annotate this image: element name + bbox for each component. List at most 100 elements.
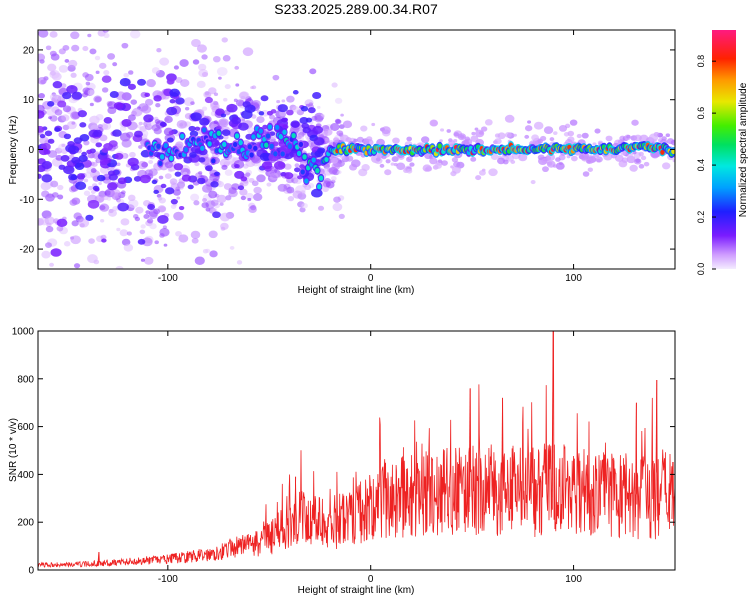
noise-blob-strong [190, 146, 201, 154]
band-halo [392, 137, 400, 144]
noise-blob-strong [108, 173, 118, 181]
noise-blob [207, 177, 214, 183]
noise-blob [248, 205, 257, 214]
noise-blob [216, 66, 228, 76]
band-halo [513, 133, 517, 137]
band-halo [328, 166, 338, 175]
band-halo [490, 153, 499, 160]
noise-blob [122, 314, 129, 320]
noise-blob-strong [240, 176, 248, 182]
band-halo [506, 155, 515, 162]
noise-blob [85, 81, 91, 86]
band-halo [353, 138, 358, 143]
band-halo [643, 161, 650, 167]
snr-y-tick-label: 1000 [12, 327, 35, 338]
band-halo [566, 155, 571, 159]
noise-blob [50, 180, 59, 188]
ridge-core [216, 130, 221, 136]
noise-blob [62, 105, 72, 113]
noise-blob [141, 161, 149, 168]
noise-blob [102, 279, 109, 285]
noise-blob-strong [62, 91, 72, 100]
noise-blob [222, 55, 231, 62]
noise-blob-strong [301, 122, 310, 129]
noise-blob [99, 203, 110, 212]
noise-blob-strong [178, 205, 185, 211]
noise-blob [138, 145, 143, 149]
ridge-core [302, 154, 307, 160]
band-halo [385, 159, 391, 164]
noise-blob-strong [242, 101, 251, 108]
noise-blob [316, 105, 321, 109]
band-halo [430, 119, 438, 127]
noise-blob [101, 123, 109, 130]
noise-blob-strong [214, 171, 220, 177]
band-halo [338, 164, 343, 168]
noise-blob [305, 103, 310, 107]
band-halo [371, 122, 376, 127]
noise-blob [155, 103, 161, 108]
ridge-core [282, 129, 287, 135]
band-halo [530, 180, 536, 185]
noise-blob [54, 109, 63, 116]
noise-blob [212, 208, 218, 213]
noise-blob [87, 33, 92, 38]
noise-blob [66, 121, 77, 130]
noise-blob [287, 196, 295, 202]
noise-blob-strong [41, 161, 53, 170]
noise-blob-strong [188, 125, 196, 132]
noise-blob-strong [79, 133, 90, 142]
snr-peak [551, 331, 554, 510]
figure-title: S233.2025.289.00.34.R07 [274, 1, 438, 17]
band-halo [635, 158, 641, 163]
noise-blob-strong [284, 172, 294, 180]
band-halo [474, 127, 479, 131]
noise-blob [201, 202, 209, 209]
noise-blob [48, 116, 52, 120]
noise-blob [229, 245, 235, 250]
noise-blob-strong [74, 162, 85, 171]
band-halo [553, 131, 558, 135]
noise-blob [98, 181, 102, 186]
snr-y-tick-label: 400 [17, 470, 34, 481]
noise-blob [319, 134, 325, 138]
ridge-core [316, 184, 322, 190]
noise-blob [221, 164, 228, 170]
ridge-core [274, 124, 280, 131]
band-halo [421, 136, 430, 144]
noise-blob [233, 98, 238, 102]
band-halo [475, 129, 485, 138]
noise-blob-strong [77, 110, 87, 118]
band-halo [342, 120, 353, 129]
noise-blob [99, 11, 103, 15]
ridge-core [163, 142, 169, 149]
noise-blob [123, 243, 134, 252]
band-halo [448, 140, 456, 147]
noise-blob [154, 119, 161, 124]
band-halo [555, 157, 561, 162]
noise-blob [149, 223, 157, 230]
band-halo [639, 134, 649, 143]
noise-blob [106, 197, 112, 201]
noise-blob [47, 63, 57, 72]
noise-blob [83, 140, 90, 146]
noise-blob [130, 99, 138, 105]
noise-blob [194, 256, 205, 265]
noise-blob [331, 82, 338, 88]
noise-blob-strong [317, 147, 326, 154]
noise-blob-strong [294, 167, 301, 173]
noise-blob [190, 101, 195, 106]
noise-blob [123, 72, 129, 78]
band-halo [524, 125, 533, 132]
noise-blob [190, 193, 200, 202]
noise-blob-strong [286, 109, 294, 116]
noise-blob [245, 192, 254, 200]
noise-blob-strong [151, 179, 158, 185]
noise-blob [72, 26, 76, 30]
noise-blob [45, 45, 52, 51]
noise-blob [41, 310, 48, 316]
noise-blob [41, 250, 51, 259]
band-halo [543, 126, 554, 135]
noise-blob [71, 220, 79, 227]
